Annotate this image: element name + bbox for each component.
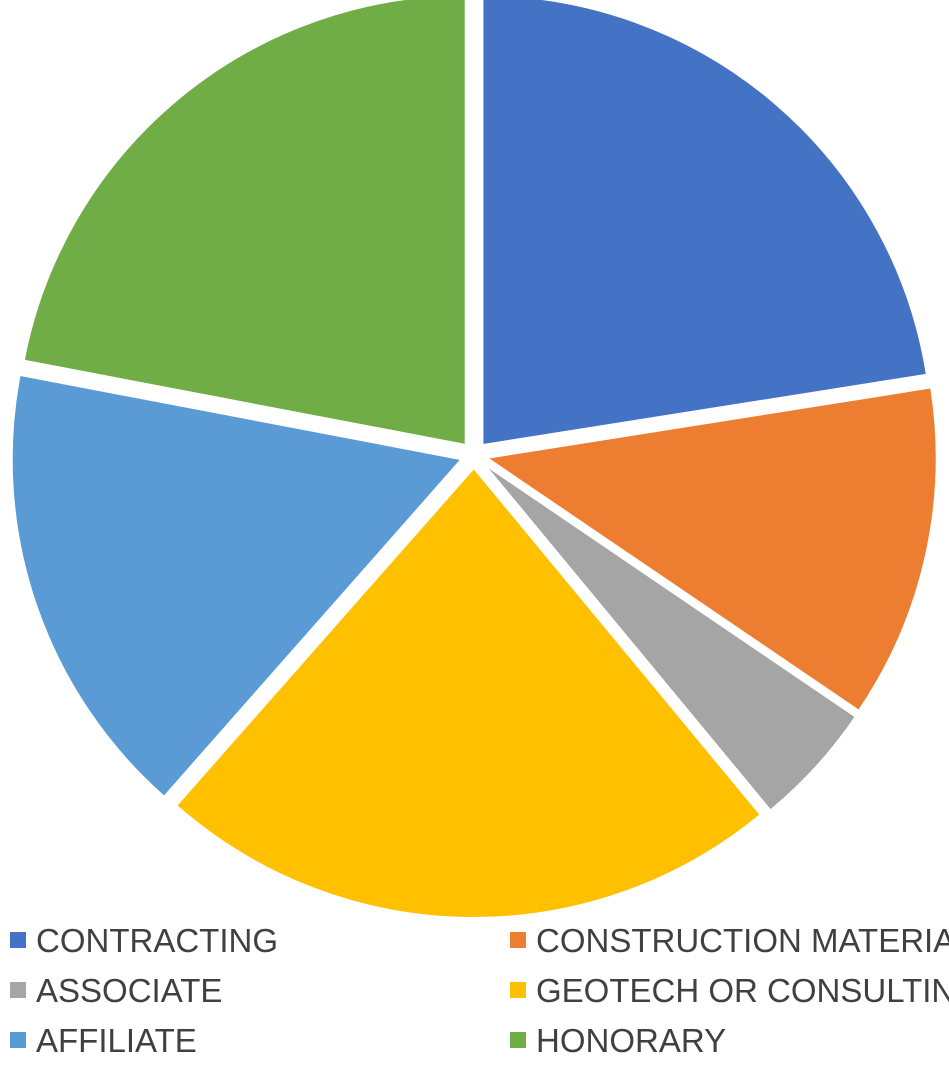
legend-label: AFFILIATE — [36, 1021, 197, 1059]
pie-chart — [10, 0, 938, 919]
legend-label: ASSOCIATE — [36, 971, 223, 1009]
legend-item-contracting: CONTRACTING — [10, 915, 278, 965]
chart-legend: CONTRACTING CONSTRUCTION MATERIAL ASSOCIAT… — [0, 915, 949, 1075]
legend-swatch — [10, 932, 26, 948]
pie-slice-honorary — [22, 0, 467, 447]
legend-swatch — [510, 1032, 526, 1048]
pie-slice-construction-material — [484, 386, 938, 713]
legend-swatch — [10, 1032, 26, 1048]
pie-slice-affiliate — [10, 373, 464, 799]
legend-item-affiliate: AFFILIATE — [10, 1015, 197, 1065]
legend-label: CONTRACTING — [36, 921, 278, 959]
pie-slice-associate — [482, 462, 858, 812]
legend-item-honorary: HONORARY — [510, 1015, 726, 1065]
legend-swatch — [510, 982, 526, 998]
legend-item-construction-material: CONSTRUCTION MATERIAL — [510, 915, 949, 965]
legend-item-geotech-or-consulting: GEOTECH OR CONSULTING — [510, 965, 949, 1015]
legend-label: GEOTECH OR CONSULTING — [536, 971, 949, 1009]
pie-chart-svg — [10, 0, 938, 919]
legend-swatch — [10, 982, 26, 998]
pie-slice-contracting — [481, 0, 929, 447]
legend-label: CONSTRUCTION MATERIAL — [536, 921, 949, 959]
legend-item-associate: ASSOCIATE — [10, 965, 222, 1015]
pie-slice-geotech-or-consulting — [174, 466, 763, 919]
legend-swatch — [510, 932, 526, 948]
legend-label: HONORARY — [536, 1021, 727, 1059]
